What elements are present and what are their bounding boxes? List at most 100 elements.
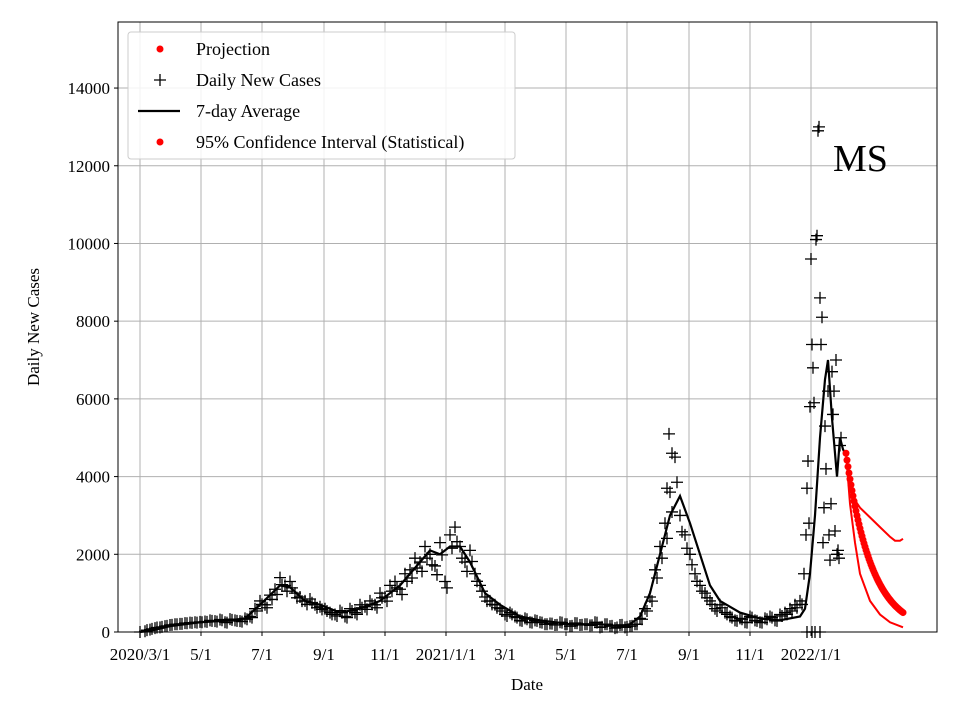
daily-case-point: [711, 605, 723, 618]
daily-case-point: [686, 558, 698, 571]
daily-case-point: [699, 587, 711, 600]
daily-case-point: [221, 616, 233, 629]
daily-case-point: [696, 585, 708, 598]
daily-case-point: [684, 548, 696, 561]
projection-point: [846, 475, 854, 483]
daily-case-point: [694, 579, 706, 592]
daily-case-point: [551, 618, 563, 631]
daily-case-point: [261, 601, 273, 614]
legend-marker-dot: [156, 138, 164, 146]
daily-case-point: [800, 528, 812, 541]
projection-point: [848, 487, 856, 495]
legend-label: Projection: [196, 39, 270, 59]
daily-case-point: [276, 578, 288, 591]
daily-case-point: [801, 482, 813, 495]
x-tick-label: 9/1: [678, 645, 700, 664]
daily-case-point: [236, 615, 248, 628]
y-tick-label: 0: [102, 623, 111, 642]
daily-case-point: [441, 581, 453, 594]
x-tick-label: 5/1: [190, 645, 212, 664]
daily-case-point: [741, 616, 753, 629]
x-tick-label: 2021/1/1: [416, 645, 476, 664]
daily-case-point: [820, 462, 832, 475]
projection-point: [849, 492, 857, 500]
x-tick-label: 2020/3/1: [110, 645, 170, 664]
daily-case-point: [411, 562, 423, 575]
legend: Projection Daily New Cases 7-day Average 95…: [127, 31, 516, 160]
daily-case-point: [726, 611, 738, 624]
daily-case-point: [431, 568, 443, 581]
legend-label: 7-day Average: [196, 101, 300, 121]
projection-point: [847, 481, 855, 489]
daily-case-point: [444, 528, 456, 541]
daily-case-point: [449, 521, 461, 534]
daily-case-point: [406, 571, 418, 584]
daily-case-point: [721, 608, 733, 621]
daily-case-point: [341, 611, 353, 624]
series: [134, 120, 907, 638]
daily-case-point: [381, 595, 393, 608]
daily-case-point: [802, 455, 814, 468]
daily-case-point: [416, 565, 428, 578]
daily-case-point: [436, 548, 448, 561]
daily-case-point: [817, 536, 829, 549]
projection-point: [899, 609, 907, 617]
daily-case-point: [631, 618, 643, 631]
projection-point: [842, 449, 850, 457]
seven-day-average-line: [139, 359, 846, 634]
legend-label: 95% Confidence Interval (Statistical): [196, 132, 464, 153]
daily-case-point: [681, 542, 693, 555]
daily-case-point: [766, 611, 778, 624]
daily-case-point: [786, 605, 798, 618]
x-tick-label: 7/1: [251, 645, 273, 664]
chart-title: MS: [833, 138, 888, 180]
y-tick-label: 2000: [76, 545, 110, 564]
daily-case-point: [798, 567, 810, 580]
daily-case-point: [830, 354, 842, 367]
y-tick-label: 10000: [68, 234, 111, 253]
daily-case-point: [389, 575, 401, 588]
ci-lower-line: [845, 453, 904, 629]
projection-point: [843, 456, 851, 464]
y-tick-label: 6000: [76, 390, 110, 409]
daily-case-point: [371, 601, 383, 614]
daily-case-point: [716, 601, 728, 614]
daily-case-point: [566, 619, 578, 632]
daily-case-point: [814, 291, 826, 304]
x-tick-label: 11/1: [735, 645, 765, 664]
daily-case-point: [731, 614, 743, 627]
x-tick-label: 5/1: [555, 645, 577, 664]
daily-case-point: [546, 617, 558, 630]
y-axis-label: Daily New Cases: [24, 268, 43, 386]
projection-point: [845, 469, 853, 477]
daily-case-point: [274, 571, 286, 584]
daily-case-point: [661, 482, 673, 495]
daily-case-point: [419, 540, 431, 553]
y-tick-label: 4000: [76, 468, 110, 487]
daily-case-point: [701, 591, 713, 604]
daily-case-point: [439, 575, 451, 588]
daily-case-point: [426, 558, 438, 571]
x-tick-label: 2022/1/1: [781, 645, 841, 664]
daily-case-point: [736, 613, 748, 626]
y-tick-label: 8000: [76, 312, 110, 331]
daily-case-point: [807, 361, 819, 374]
projection-point: [844, 463, 852, 471]
daily-case-point: [284, 575, 296, 588]
daily-case-point: [596, 620, 608, 633]
legend-marker-plus: [154, 74, 166, 86]
daily-case-point: [461, 565, 473, 578]
daily-case-point: [621, 620, 633, 633]
ticks: 2020/3/1 5/1 7/1 9/1 11/1 2021/1/1 3/1 5/1 7/1 9/…: [68, 79, 842, 664]
daily-case-point: [833, 552, 845, 565]
daily-case-point: [813, 120, 825, 133]
daily-case-point: [646, 595, 658, 608]
daily-case-point: [808, 396, 820, 409]
daily-case-point: [246, 611, 258, 624]
daily-case-point: [663, 427, 675, 440]
daily-case-point: [811, 229, 823, 242]
daily-case-point: [666, 447, 678, 460]
plot-frame: [117, 21, 938, 633]
daily-case-point: [434, 536, 446, 549]
daily-case-point: [805, 253, 817, 266]
